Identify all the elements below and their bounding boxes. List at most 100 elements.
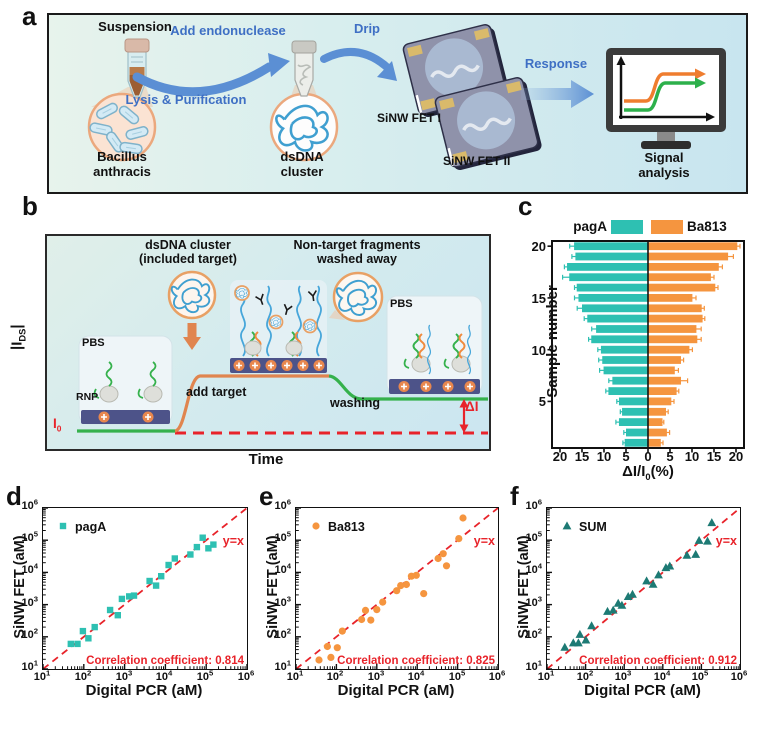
add-endonuclease-label: Add endonuclease (170, 23, 286, 38)
caption-left-line1: dsDNA cluster (145, 238, 231, 252)
pbs-right-label: PBS (390, 298, 413, 310)
drip-label: Drip (354, 21, 380, 36)
scatter-x-tick: 101 (286, 668, 304, 683)
dsdna-cluster-label: dsDNA cluster (252, 149, 352, 179)
panel-b-graphics (77, 270, 488, 435)
scatter-x-tick: 104 (407, 668, 425, 683)
scatter-y-tick: 104 (274, 561, 291, 576)
scatter-y-tick: 102 (21, 626, 38, 641)
legend-paga-label: pagA (573, 219, 607, 234)
scatter-x-tick: 103 (367, 668, 385, 683)
fet2-label: SiNW FET II (443, 154, 511, 168)
caption-right-line1: Non-target fragments (293, 238, 421, 252)
washing-label: washing (330, 396, 381, 410)
scatter-y-tick: 104 (21, 561, 38, 576)
dsdna-line2: cluster (280, 163, 324, 179)
legend-ba813-swatch (651, 220, 683, 234)
panel-c-y-axis-label: Sample number (543, 285, 561, 398)
spotlight-cone (329, 310, 345, 320)
panel-d-plot: pagA y=x Correlation coefficient: 0.814 (42, 507, 248, 670)
scatter-x-tick: 104 (653, 668, 671, 683)
legend-ba813-label: Ba813 (687, 219, 727, 234)
panel-a-letter: a (22, 1, 37, 31)
drip-arrow-icon (320, 48, 397, 81)
panel-c-letter: c (518, 191, 533, 221)
scatter-y-tick: 103 (21, 594, 38, 609)
signal-analysis-label: Signal analysis (614, 150, 714, 180)
panel-c-x-tick: 10 (684, 449, 700, 464)
pbs-left-label: PBS (82, 337, 105, 349)
panel-c-bar-chart (547, 240, 745, 453)
panel-c-x-tick: 0 (644, 449, 652, 464)
panel-c-y-tick: 5 (538, 394, 546, 409)
scatter-x-tick: 105 (691, 668, 709, 683)
dsdna-tube-icon (291, 40, 317, 97)
scatter-y-tick: 101 (274, 658, 291, 673)
panel-e-yx-label: y=x (473, 534, 495, 548)
panel-c-y-tick: 20 (531, 239, 546, 254)
panel-c-x-tick: 15 (574, 449, 590, 464)
panel-c-x-tick: 10 (596, 449, 612, 464)
panel-e-x-axis-label: Digital PCR (aM) (337, 682, 455, 699)
add-target-label: add target (186, 385, 247, 399)
scatter-y-tick: 102 (274, 626, 291, 641)
scatter-y-tick: 106 (21, 497, 38, 512)
non-target-caption: Non-target fragments washed away (277, 238, 437, 266)
scatter-y-tick: 106 (525, 497, 542, 512)
caption-right-line2: washed away (317, 252, 397, 266)
panel-c-x-tick: 5 (622, 449, 630, 464)
dsdna-line1: dsDNA (280, 149, 324, 164)
panel-c-y-tick: 10 (531, 343, 546, 358)
green-signal-curve (624, 81, 697, 112)
orange-signal-curve (624, 72, 697, 103)
scatter-y-tick: 105 (274, 529, 291, 544)
panel-f-yx-label: y=x (715, 534, 737, 548)
delta-i-arrow-icon (459, 399, 469, 433)
panel-f-legend-label: SUM (579, 520, 607, 534)
panel-d-correlation-label: Correlation coefficient: 0.814 (86, 655, 244, 667)
panel-f-x-axis-label: Digital PCR (aM) (584, 682, 701, 699)
scatter-x-tick: 105 (196, 668, 214, 683)
panel-a (47, 13, 748, 194)
signal-line1: Signal (644, 150, 684, 165)
panel-b (45, 234, 491, 451)
scatter-y-tick: 101 (525, 658, 542, 673)
scatter-x-tick: 102 (74, 668, 92, 683)
lysis-arrow-icon (132, 53, 290, 97)
panel-d-legend-label: pagA (75, 520, 107, 534)
panel-f-correlation-label: Correlation coefficient: 0.912 (579, 655, 737, 667)
panel-f-plot: SUM y=x Correlation coefficient: 0.912 (546, 507, 741, 670)
panel-c-x-tick: 20 (728, 449, 744, 464)
washing-green-trace (328, 374, 488, 401)
suspension-label: Suspension (98, 19, 172, 34)
dsdna-cluster-caption: dsDNA cluster (included target) (118, 238, 258, 266)
signal-traces (77, 374, 488, 435)
panel-d: d SiNW FET (aM) pagA y=x Correlation coe… (0, 481, 258, 730)
scatter-y-tick: 102 (525, 626, 542, 641)
panel-e-legend-label: Ba813 (328, 520, 365, 534)
bacillus-line1: Bacillus (97, 149, 147, 164)
scatter-y-tick: 105 (525, 529, 542, 544)
scatter-y-tick: 101 (21, 658, 38, 673)
scatter-x-tick: 105 (448, 668, 466, 683)
scatter-x-tick: 102 (326, 668, 344, 683)
scatter-y-tick: 103 (274, 594, 291, 609)
scatter-x-tick: 102 (576, 668, 594, 683)
bacillus-label: Bacillus anthracis (72, 149, 172, 179)
panel-e-correlation-label: Correlation coefficient: 0.825 (337, 655, 495, 667)
bacillus-line2: anthracis (93, 163, 151, 179)
scatter-x-tick: 104 (155, 668, 173, 683)
panel-c-y-tick: 15 (531, 291, 546, 306)
signal-line2: analysis (638, 164, 690, 180)
time-axis-label: Time (248, 451, 284, 468)
scatter-x-tick: 106 (488, 668, 506, 683)
monitor-icon (606, 48, 726, 149)
scatter-x-tick: 103 (614, 668, 632, 683)
scatter-x-tick: 106 (237, 668, 255, 683)
scatter-x-tick: 101 (33, 668, 51, 683)
scatter-y-tick: 106 (274, 497, 291, 512)
panel-c-x-tick: 20 (552, 449, 568, 464)
panel-b-letter: b (22, 191, 38, 221)
panel-d-letter: d (6, 481, 22, 511)
